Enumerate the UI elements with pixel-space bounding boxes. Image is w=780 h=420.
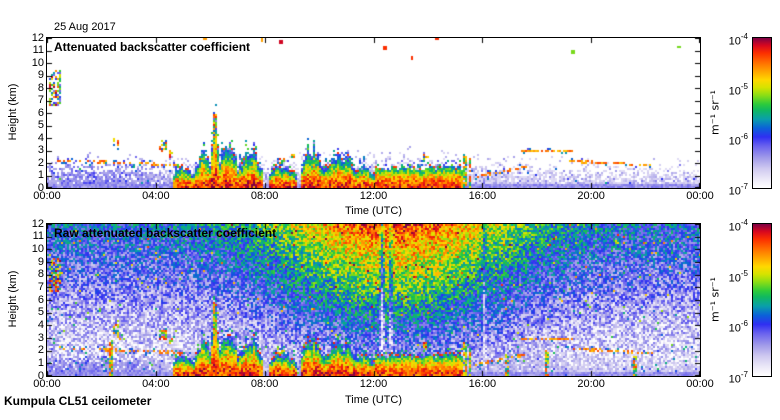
y-tick-label: 10: [31, 56, 44, 69]
exponent-base: 10: [728, 322, 741, 335]
y-tick-label: 0: [37, 181, 44, 194]
exponent-base: 10: [728, 185, 741, 198]
exponent-value: -7: [740, 370, 748, 379]
x-tick-label: 12:00: [359, 378, 388, 390]
x-tick-label: 00:00: [686, 378, 714, 390]
y-tick-label: 11: [32, 230, 44, 243]
y-tick-label: 4: [37, 131, 44, 144]
exponent-base: 10: [728, 373, 741, 386]
x-tick-label: 00:00: [33, 378, 61, 390]
colorbar-tick-label: 10-4: [694, 31, 748, 49]
x-tick-label: 04:00: [142, 378, 170, 390]
panel-raw-attenuated-backscatter: Raw attenuated backscatter coefficient: [46, 223, 701, 377]
exponent-value: -6: [740, 132, 748, 141]
exponent-value: -5: [740, 268, 748, 278]
panel0-title: Attenuated backscatter coefficient: [54, 40, 251, 54]
panel-attenuated-backscatter: Attenuated backscatter coefficient: [46, 37, 701, 189]
y-tick-label: 8: [37, 81, 44, 94]
x-tick-label: 08:00: [250, 378, 279, 390]
exponent-value: -6: [740, 319, 748, 329]
x-tick-label: 16:00: [468, 378, 497, 390]
y-tick-label: 2: [37, 156, 44, 169]
heatmap-raw-attenuated-backscatter: [47, 224, 700, 376]
x-axis-label-panel1: Time (UTC): [344, 394, 403, 406]
exponent-value: -7: [740, 182, 748, 191]
x-tick-label: 08:00: [250, 190, 279, 202]
colorbar-tick-label: 10-6: [694, 131, 748, 149]
instrument-label: Kumpula CL51 ceilometer: [4, 394, 152, 408]
colorbar-panel0: [752, 37, 772, 189]
y-tick-label: 6: [37, 106, 44, 119]
y-tick-label: 5: [37, 119, 44, 131]
colorbar-unit-label-panel0: m⁻¹ sr⁻¹: [708, 90, 722, 135]
y-tick-label: 10: [31, 242, 44, 255]
y-tick-label: 3: [37, 144, 44, 156]
x-tick-label: 12:00: [359, 190, 388, 202]
exponent-base: 10: [728, 135, 741, 148]
y-tick-label: 9: [37, 69, 44, 81]
y-tick-label: 3: [37, 331, 44, 344]
x-tick-label: 20:00: [577, 378, 605, 390]
colorbar-unit-label-panel1: m⁻¹ sr⁻¹: [708, 277, 722, 322]
x-axis-label-panel0: Time (UTC): [344, 205, 403, 217]
heatmap-attenuated-backscatter: [47, 38, 700, 188]
y-tick-label: 1: [37, 356, 44, 369]
y-tick-label: 7: [37, 280, 44, 293]
exponent-value: -5: [740, 81, 748, 91]
y-tick-label: 2: [37, 344, 44, 357]
x-tick-label: 20:00: [577, 190, 605, 202]
y-tick-label: 8: [37, 268, 44, 281]
exponent-base: 10: [728, 85, 741, 98]
y-tick-label: 6: [37, 293, 44, 306]
y-tick-label: 4: [37, 318, 44, 331]
exponent-base: 10: [728, 35, 741, 48]
colorbar-tick-label: 10-7: [694, 369, 748, 387]
x-tick-label: 00:00: [33, 190, 61, 202]
date-label: 25 Aug 2017: [54, 21, 116, 33]
colorbar-tick-label: 10-5: [694, 268, 748, 286]
y-tick-label: 12: [31, 217, 44, 230]
colorbar-tick-label: 10-5: [694, 81, 748, 99]
colorbar-tick-label: 10-6: [694, 318, 748, 336]
x-tick-label: 04:00: [142, 190, 170, 202]
colorbar-tick-label: 10-4: [694, 217, 748, 235]
y-tick-label: 11: [32, 44, 44, 56]
y-tick-label: 0: [37, 369, 44, 382]
panel1-title: Raw attenuated backscatter coefficient: [54, 226, 277, 240]
x-tick-label: 00:00: [686, 190, 714, 202]
y-tick-label: 1: [37, 169, 44, 181]
exponent-value: -4: [740, 218, 748, 227]
colorbar-panel1: [752, 223, 772, 377]
y-tick-label: 7: [37, 94, 44, 106]
y-tick-label: 12: [31, 31, 44, 44]
colorbar-tick-label: 10-7: [694, 181, 748, 199]
exponent-base: 10: [728, 272, 741, 285]
exponent-base: 10: [728, 221, 741, 234]
exponent-value: -4: [740, 32, 748, 41]
y-tick-label: 5: [37, 306, 44, 319]
y-tick-label: 9: [37, 255, 44, 268]
x-tick-label: 16:00: [468, 190, 497, 202]
